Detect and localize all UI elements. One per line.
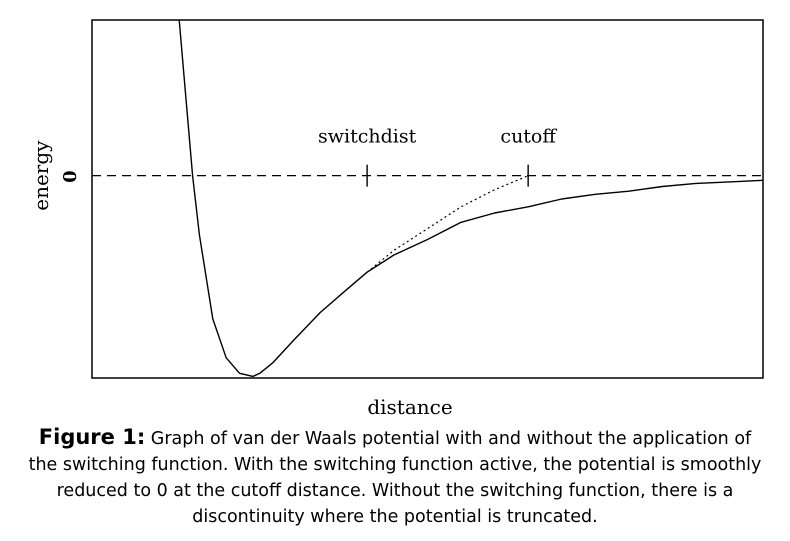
y-tick-label-0: 0: [60, 170, 81, 183]
cutoff-label: cutoff: [500, 126, 557, 148]
caption-text: Graph of van der Waals potential with an…: [28, 429, 762, 527]
switchdist-label: switchdist: [318, 126, 417, 148]
figure-label: Figure 1:: [38, 425, 146, 449]
y-axis-label: energy: [29, 140, 53, 211]
switched-potential-curve: [366, 175, 529, 273]
x-axis-label: distance: [367, 395, 452, 419]
figure-caption: Figure 1: Graph of van der Waals potenti…: [22, 424, 768, 530]
chart: switchdist cutoff 0 energy distance: [29, 19, 764, 419]
vdw-potential-curve: [178, 19, 764, 378]
plot-frame: [91, 19, 764, 379]
